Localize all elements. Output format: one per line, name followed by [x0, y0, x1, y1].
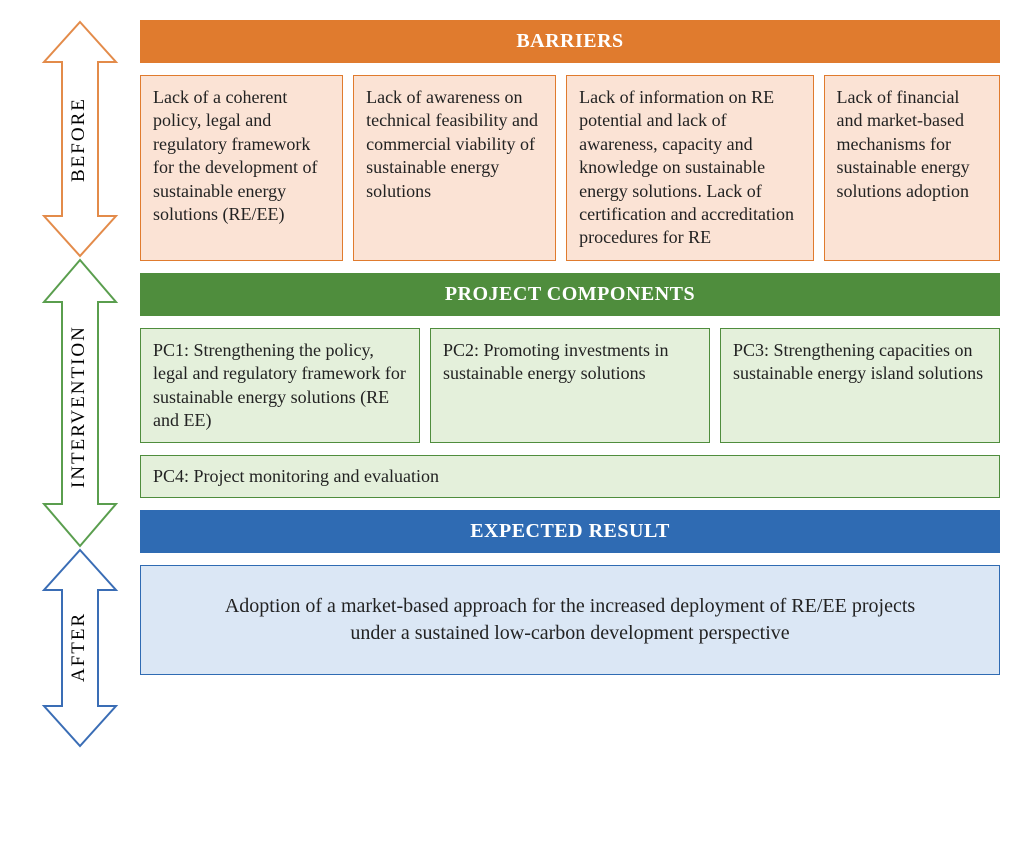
project-components-row1: PC1: Strengthening the policy, legal and… [140, 328, 1000, 444]
expected-result-box: Adoption of a market-based approach for … [140, 565, 1000, 675]
pc2-box: PC2: Promoting investments in sustainabl… [430, 328, 710, 444]
barrier-box: Lack of a coherent policy, legal and reg… [140, 75, 343, 261]
barrier-box: Lack of financial and market-based mecha… [824, 75, 1001, 261]
pc3-box: PC3: Strengthening capacities on sustain… [720, 328, 1000, 444]
project-components-header: PROJECT COMPONENTS [140, 273, 1000, 316]
barrier-box: Lack of information on RE potential and … [566, 75, 813, 261]
pc1-box: PC1: Strengthening the policy, legal and… [140, 328, 420, 444]
barrier-box: Lack of awareness on technical feasibili… [353, 75, 556, 261]
barriers-header: BARRIERS [140, 20, 1000, 63]
barriers-row: Lack of a coherent policy, legal and reg… [140, 75, 1000, 261]
before-phase-label: BEFORE [68, 100, 90, 182]
pc4-box: PC4: Project monitoring and evaluation [140, 455, 1000, 498]
phase-arrows-column: BEFORE INTERVENTION AFTER [40, 20, 140, 675]
after-phase-label: AFTER [68, 610, 90, 682]
content-column: BARRIERS Lack of a coherent policy, lega… [140, 20, 1000, 675]
intervention-phase-label: INTERVENTION [68, 328, 90, 488]
project-logic-diagram: BEFORE INTERVENTION AFTER BARRIERS Lack … [40, 20, 1000, 675]
expected-result-header: EXPECTED RESULT [140, 510, 1000, 553]
